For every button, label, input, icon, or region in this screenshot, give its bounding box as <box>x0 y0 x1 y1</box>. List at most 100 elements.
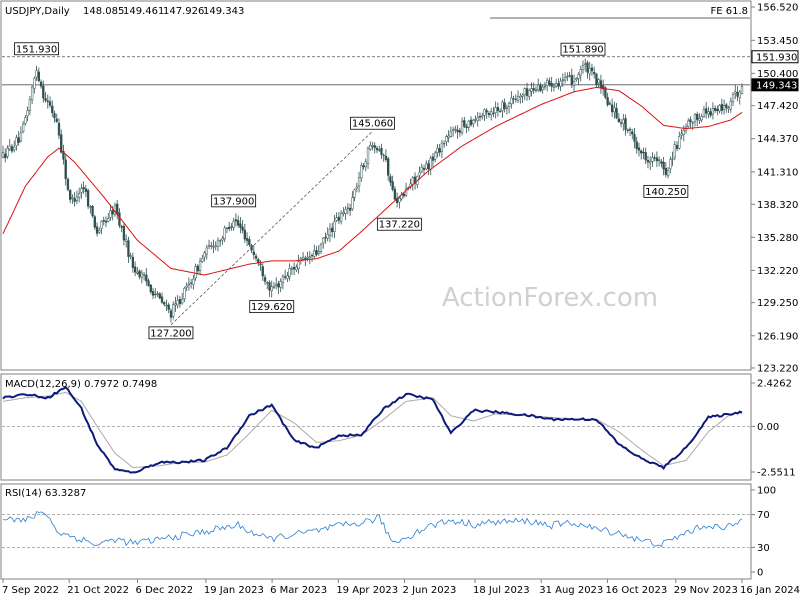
price-axis-tick: 150.400 <box>757 69 798 80</box>
candle <box>521 93 524 104</box>
ohlc-high: 149.461 <box>123 6 164 17</box>
candle <box>33 76 36 94</box>
candle <box>89 205 92 214</box>
candle <box>245 232 249 247</box>
candle <box>15 134 18 151</box>
candle <box>696 111 699 127</box>
candle <box>693 113 697 127</box>
candle <box>380 143 383 159</box>
candle <box>440 139 444 159</box>
price-axis-tick: 129.250 <box>757 298 798 309</box>
candle <box>534 86 538 93</box>
candle <box>427 160 430 176</box>
level-label: 151.930 <box>756 52 797 63</box>
candle <box>362 162 365 170</box>
candle <box>610 98 614 117</box>
candle <box>187 277 191 291</box>
candle <box>216 237 220 252</box>
candle <box>637 142 641 157</box>
candle <box>550 76 553 92</box>
candle <box>698 113 701 124</box>
candle <box>507 101 511 114</box>
candle <box>80 183 83 199</box>
candle <box>456 125 459 139</box>
candle <box>272 282 276 290</box>
candle <box>82 181 85 194</box>
macd-axis-tick: 0.00 <box>757 422 779 433</box>
candle <box>454 125 457 134</box>
candle <box>731 92 735 106</box>
candle <box>129 252 132 260</box>
price-axis-tick: 141.310 <box>757 167 798 178</box>
macd-panel <box>0 373 752 481</box>
candle <box>24 114 27 126</box>
candle <box>422 164 426 176</box>
candle <box>37 67 40 83</box>
candle <box>319 242 323 255</box>
candle <box>669 156 672 174</box>
candle <box>635 136 638 154</box>
candle <box>210 241 213 250</box>
candle <box>75 190 79 205</box>
candle <box>516 90 520 103</box>
candle <box>324 232 327 244</box>
price-label: 140.250 <box>643 184 689 198</box>
candle <box>214 241 217 251</box>
fe-label: FE 61.8 <box>710 6 748 17</box>
price-label: 145.060 <box>350 116 395 130</box>
candle <box>207 239 211 250</box>
candle <box>451 126 455 137</box>
candle <box>678 131 681 150</box>
rsi-panel <box>0 483 752 580</box>
candle <box>145 268 148 286</box>
candle <box>532 82 535 94</box>
price-label: 137.220 <box>376 217 422 231</box>
candle <box>483 108 486 122</box>
candle <box>687 118 690 129</box>
candle <box>277 280 280 294</box>
candle <box>167 302 170 314</box>
candle <box>315 246 318 257</box>
price-panel <box>0 0 752 371</box>
candle <box>519 93 522 104</box>
candle <box>391 175 394 192</box>
candle <box>39 79 43 89</box>
candle <box>219 239 222 247</box>
candle <box>613 101 616 119</box>
candle <box>537 78 540 93</box>
time-axis-tick: 18 Jul 2023 <box>473 585 530 596</box>
candle <box>102 216 105 226</box>
candle <box>436 144 439 158</box>
candle <box>176 295 179 309</box>
candle <box>156 291 159 297</box>
candle <box>460 117 464 136</box>
candle <box>615 103 618 120</box>
candle <box>28 96 32 116</box>
ohlc-low: 147.926 <box>163 6 204 17</box>
candle <box>631 128 634 140</box>
candle <box>107 213 110 223</box>
candle <box>169 308 173 323</box>
svg-text:129.620: 129.620 <box>251 302 292 313</box>
candle <box>655 151 659 168</box>
candle <box>496 102 500 117</box>
candle <box>469 116 473 127</box>
time-axis-tick: 6 Mar 2023 <box>270 585 327 596</box>
candle <box>418 166 421 180</box>
candle <box>6 145 9 159</box>
candle <box>387 156 390 181</box>
candle <box>252 244 255 260</box>
candle <box>337 211 341 224</box>
candle <box>487 110 491 118</box>
candle <box>95 222 99 237</box>
candle <box>57 118 61 139</box>
candle <box>702 106 706 118</box>
candle <box>716 105 719 116</box>
candle <box>308 250 311 265</box>
candle <box>465 123 468 134</box>
candle <box>42 80 45 103</box>
candle <box>501 100 504 118</box>
candle <box>525 82 529 101</box>
candle <box>579 65 582 82</box>
